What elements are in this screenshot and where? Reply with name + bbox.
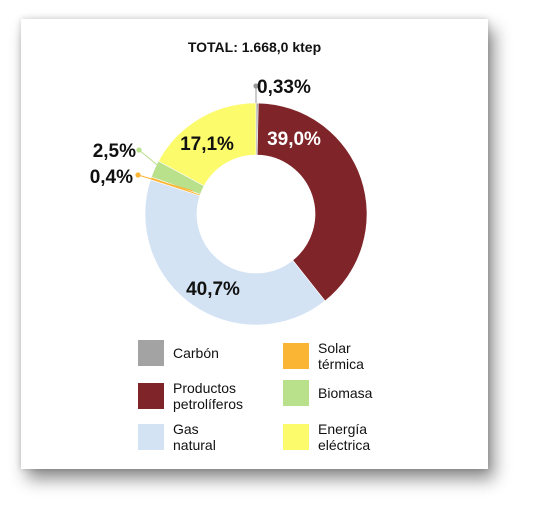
- slice-productos-petroliferos: [256, 102, 368, 302]
- legend-swatch: [138, 383, 164, 409]
- data-label-carbon: 0,33%: [257, 77, 311, 98]
- data-label-energia-electrica: 17,1%: [180, 134, 234, 155]
- slice-energia-electrica: [158, 102, 257, 187]
- legend-swatch: [283, 424, 309, 450]
- leader-line: [137, 174, 194, 192]
- legend-item-biomasa: Biomasa: [283, 380, 413, 406]
- leader-dot: [253, 83, 259, 89]
- legend-label: Solar térmica: [318, 340, 364, 372]
- legend-swatch: [283, 343, 309, 369]
- legend-swatch: [138, 424, 164, 450]
- leader-line: [138, 149, 162, 169]
- legend-item-productos-petroliferos: Productos petrolíferos: [138, 380, 268, 412]
- data-label-productos-petroliferos: 39,0%: [267, 129, 321, 150]
- legend-label: Gas natural: [173, 421, 216, 453]
- data-label-gas-natural: 40,7%: [186, 279, 240, 300]
- donut-chart: 0,33% 39,0% 40,7% 0,4% 2,5% 17,1%: [90, 77, 368, 326]
- data-label-solar-termica: 0,4%: [90, 167, 133, 188]
- legend-label: Energía eléctrica: [318, 421, 371, 453]
- chart-card: TOTAL: 1.668,0 ktep 0,33% 39,0% 40,7% 0,4% 2…: [21, 19, 488, 469]
- legend-item-energia-electrica: Energía eléctrica: [283, 421, 388, 453]
- chart-title: TOTAL: 1.668,0 ktep: [187, 39, 322, 55]
- legend-item-carbon: Carbón: [138, 340, 268, 366]
- legend-item-gas-natural: Gas natural: [138, 421, 243, 453]
- legend-swatch: [138, 340, 164, 366]
- legend-label: Carbón: [173, 345, 219, 361]
- legend-swatch: [283, 380, 309, 406]
- legend-item-solar-termica: Solar térmica: [283, 340, 388, 372]
- leader-dot: [136, 147, 142, 153]
- slice-gas-natural: [144, 179, 326, 326]
- data-label-biomasa: 2,5%: [93, 141, 136, 162]
- legend-label: Biomasa: [318, 385, 373, 401]
- leader-dot: [135, 172, 141, 178]
- legend-label: Productos petrolíferos: [173, 380, 244, 412]
